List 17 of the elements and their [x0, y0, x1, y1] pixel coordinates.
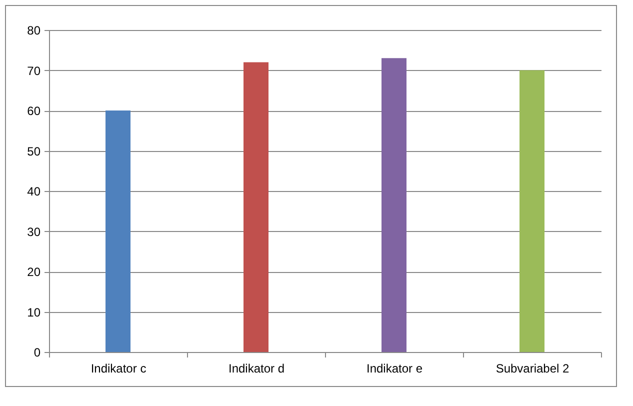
bar — [382, 58, 406, 352]
y-tick-label: 50 — [27, 144, 41, 158]
y-tick-label: 0 — [34, 346, 41, 360]
x-tick-label: Indikator d — [228, 362, 285, 376]
x-tick-label: Indikator c — [90, 362, 146, 376]
y-tick-label: 40 — [27, 184, 41, 198]
y-tick-label: 60 — [27, 104, 41, 118]
y-tick-label: 80 — [27, 24, 41, 38]
bar — [106, 110, 130, 352]
bar — [244, 62, 268, 352]
x-tick-label: Subvariabel 2 — [496, 362, 570, 376]
y-tick-label: 10 — [27, 305, 41, 320]
y-tick-label: 70 — [27, 64, 41, 78]
y-tick-label: 30 — [27, 224, 41, 239]
x-tick-label: Indikator e — [366, 362, 423, 376]
y-tick-label: 20 — [27, 265, 41, 279]
bar — [520, 70, 544, 352]
